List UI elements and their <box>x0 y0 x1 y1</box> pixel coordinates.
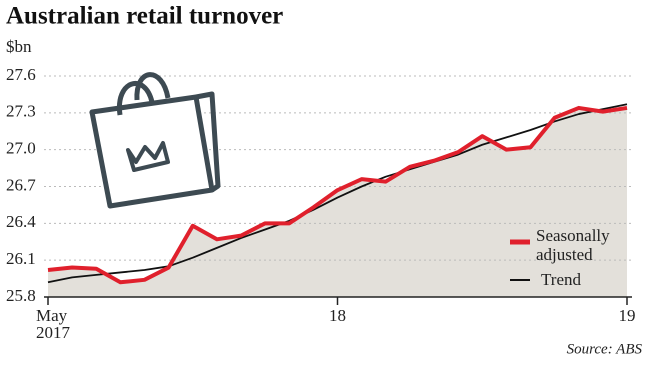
y-tick-label: 27.3 <box>6 102 36 121</box>
x-tick-label: May 2017 <box>36 306 70 342</box>
x-tick-label: 19 <box>618 306 636 325</box>
y-tick-label: 26.7 <box>6 175 36 194</box>
legend-label: Seasonally adjusted <box>536 226 610 264</box>
bag-icon <box>89 72 221 209</box>
source: Source: ABS <box>567 341 643 357</box>
legend: Seasonally adjusted Trend <box>510 226 610 289</box>
legend-label: Trend <box>541 270 581 289</box>
line <box>47 105 628 285</box>
y-axis-label: $bn <box>6 37 32 56</box>
chart-title: Australian retail turnover <box>6 3 283 30</box>
y-tick-label: 26.4 <box>6 212 36 231</box>
y-tick-label: 25.8 <box>6 286 36 305</box>
y-tick-label: 26.1 <box>6 249 36 268</box>
y-tick-label: 27.6 <box>6 65 36 84</box>
area <box>48 107 627 297</box>
plot: 25.8 26.1 26.4 26.7 27.0 27.3 27.6 Seasonally a… <box>6 65 632 305</box>
legend-text-box: Seasonally adjusted <box>536 226 610 264</box>
line <box>47 103 628 284</box>
y-tick-label: 27.0 <box>6 139 36 158</box>
x-tick-label: 18 <box>329 306 346 325</box>
